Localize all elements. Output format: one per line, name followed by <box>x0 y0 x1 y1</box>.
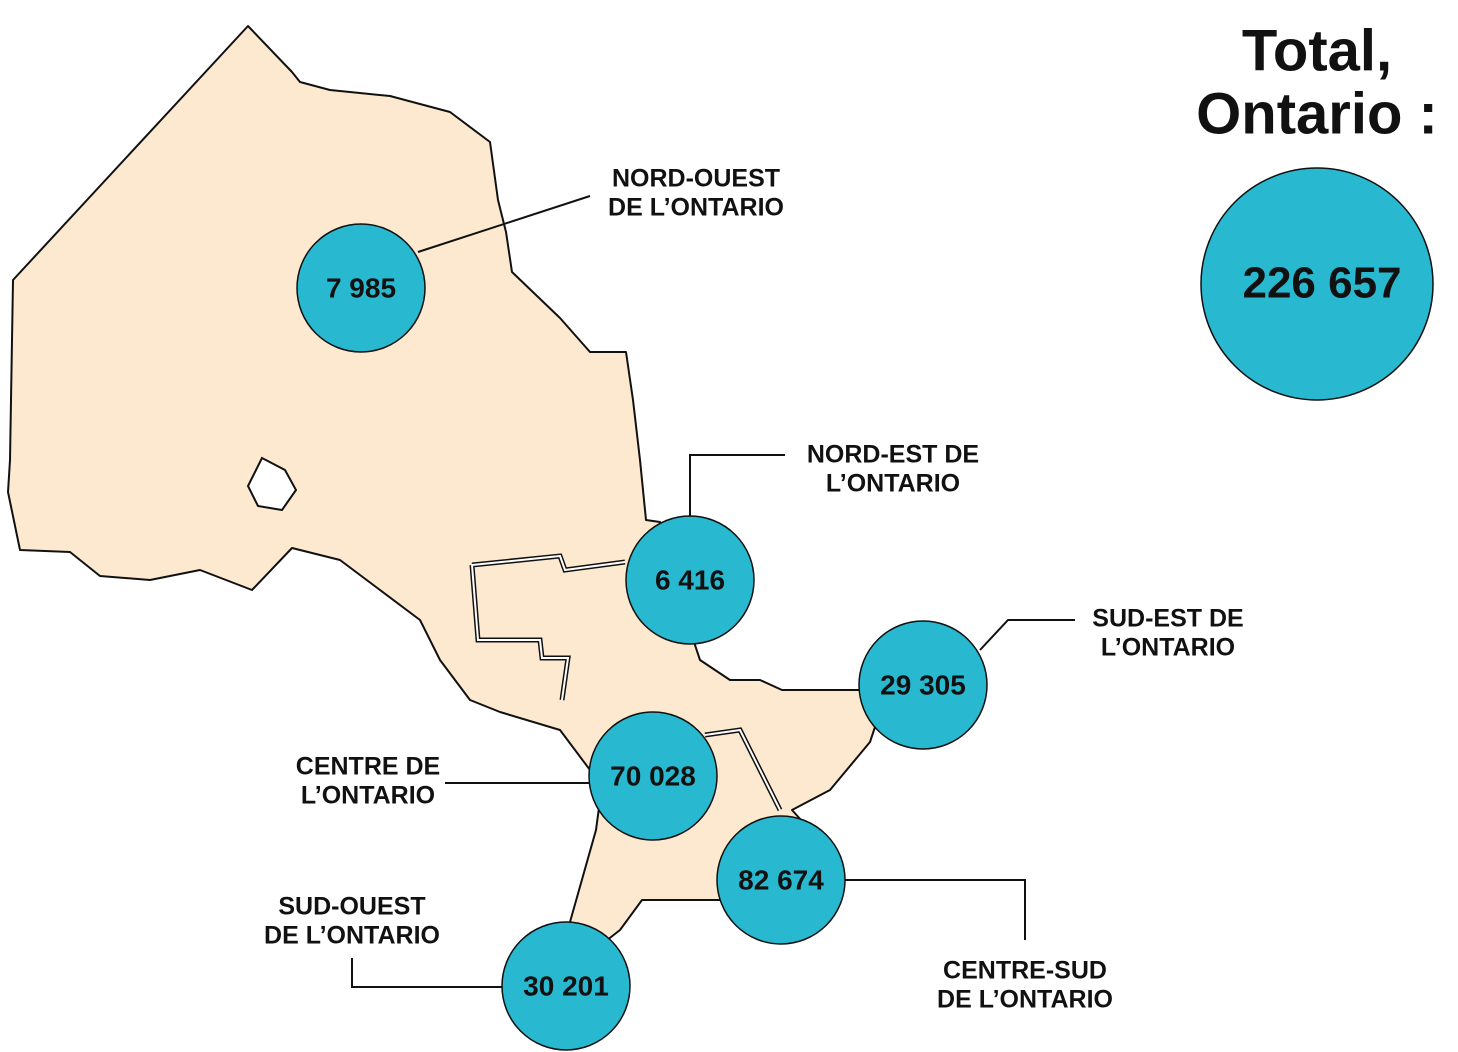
region-label: L’ONTARIO <box>826 470 960 498</box>
region: CENTRE DEL’ONTARIO 70 028 <box>296 711 718 841</box>
total: Total, Ontario : 226 657 <box>1196 18 1438 401</box>
region-value: 6 416 <box>655 564 725 595</box>
region-bubble <box>296 223 426 353</box>
region-label: DE L’ONTARIO <box>608 194 784 222</box>
leader-line <box>689 454 785 516</box>
region-label: L’ONTARIO <box>301 782 435 810</box>
leader-line <box>351 958 502 988</box>
region-value: 70 028 <box>610 760 696 791</box>
region-label: DE L’ONTARIO <box>937 986 1113 1014</box>
region-label: L’ONTARIO <box>1101 634 1235 662</box>
total-title: Total, <box>1242 18 1392 83</box>
region-label: CENTRE-SUD <box>943 957 1107 985</box>
region-bubble <box>588 711 718 841</box>
region-label: SUD-OUEST <box>278 893 425 921</box>
region-label: NORD-EST DE <box>807 441 979 469</box>
region-label: SUD-EST DE <box>1092 605 1243 633</box>
total-title: Ontario : <box>1196 81 1438 146</box>
region-bubble <box>858 620 988 750</box>
leader-line <box>979 619 1075 651</box>
region-border-inner <box>471 554 781 811</box>
region-label: NORD-OUEST <box>612 165 780 193</box>
region: SUD-EST DEL’ONTARIO 29 305 <box>858 605 1244 750</box>
region-bubble <box>716 815 846 945</box>
region-label: DE L’ONTARIO <box>264 922 440 950</box>
lake-nipigon <box>246 456 298 512</box>
leader-line <box>845 879 1026 940</box>
region-value: 82 674 <box>738 864 824 895</box>
leader-line <box>417 195 591 253</box>
total-bubble <box>1200 167 1434 401</box>
region-value: 29 305 <box>880 669 966 700</box>
total-value: 226 657 <box>1242 259 1401 308</box>
region-label: CENTRE DE <box>296 753 440 781</box>
region-value: 30 201 <box>523 970 609 1001</box>
region: NORD-EST DEL’ONTARIO 6 416 <box>625 441 979 645</box>
region-value: 7 985 <box>326 272 396 303</box>
region-bubble <box>501 921 631 1051</box>
region-bubble <box>625 515 755 645</box>
